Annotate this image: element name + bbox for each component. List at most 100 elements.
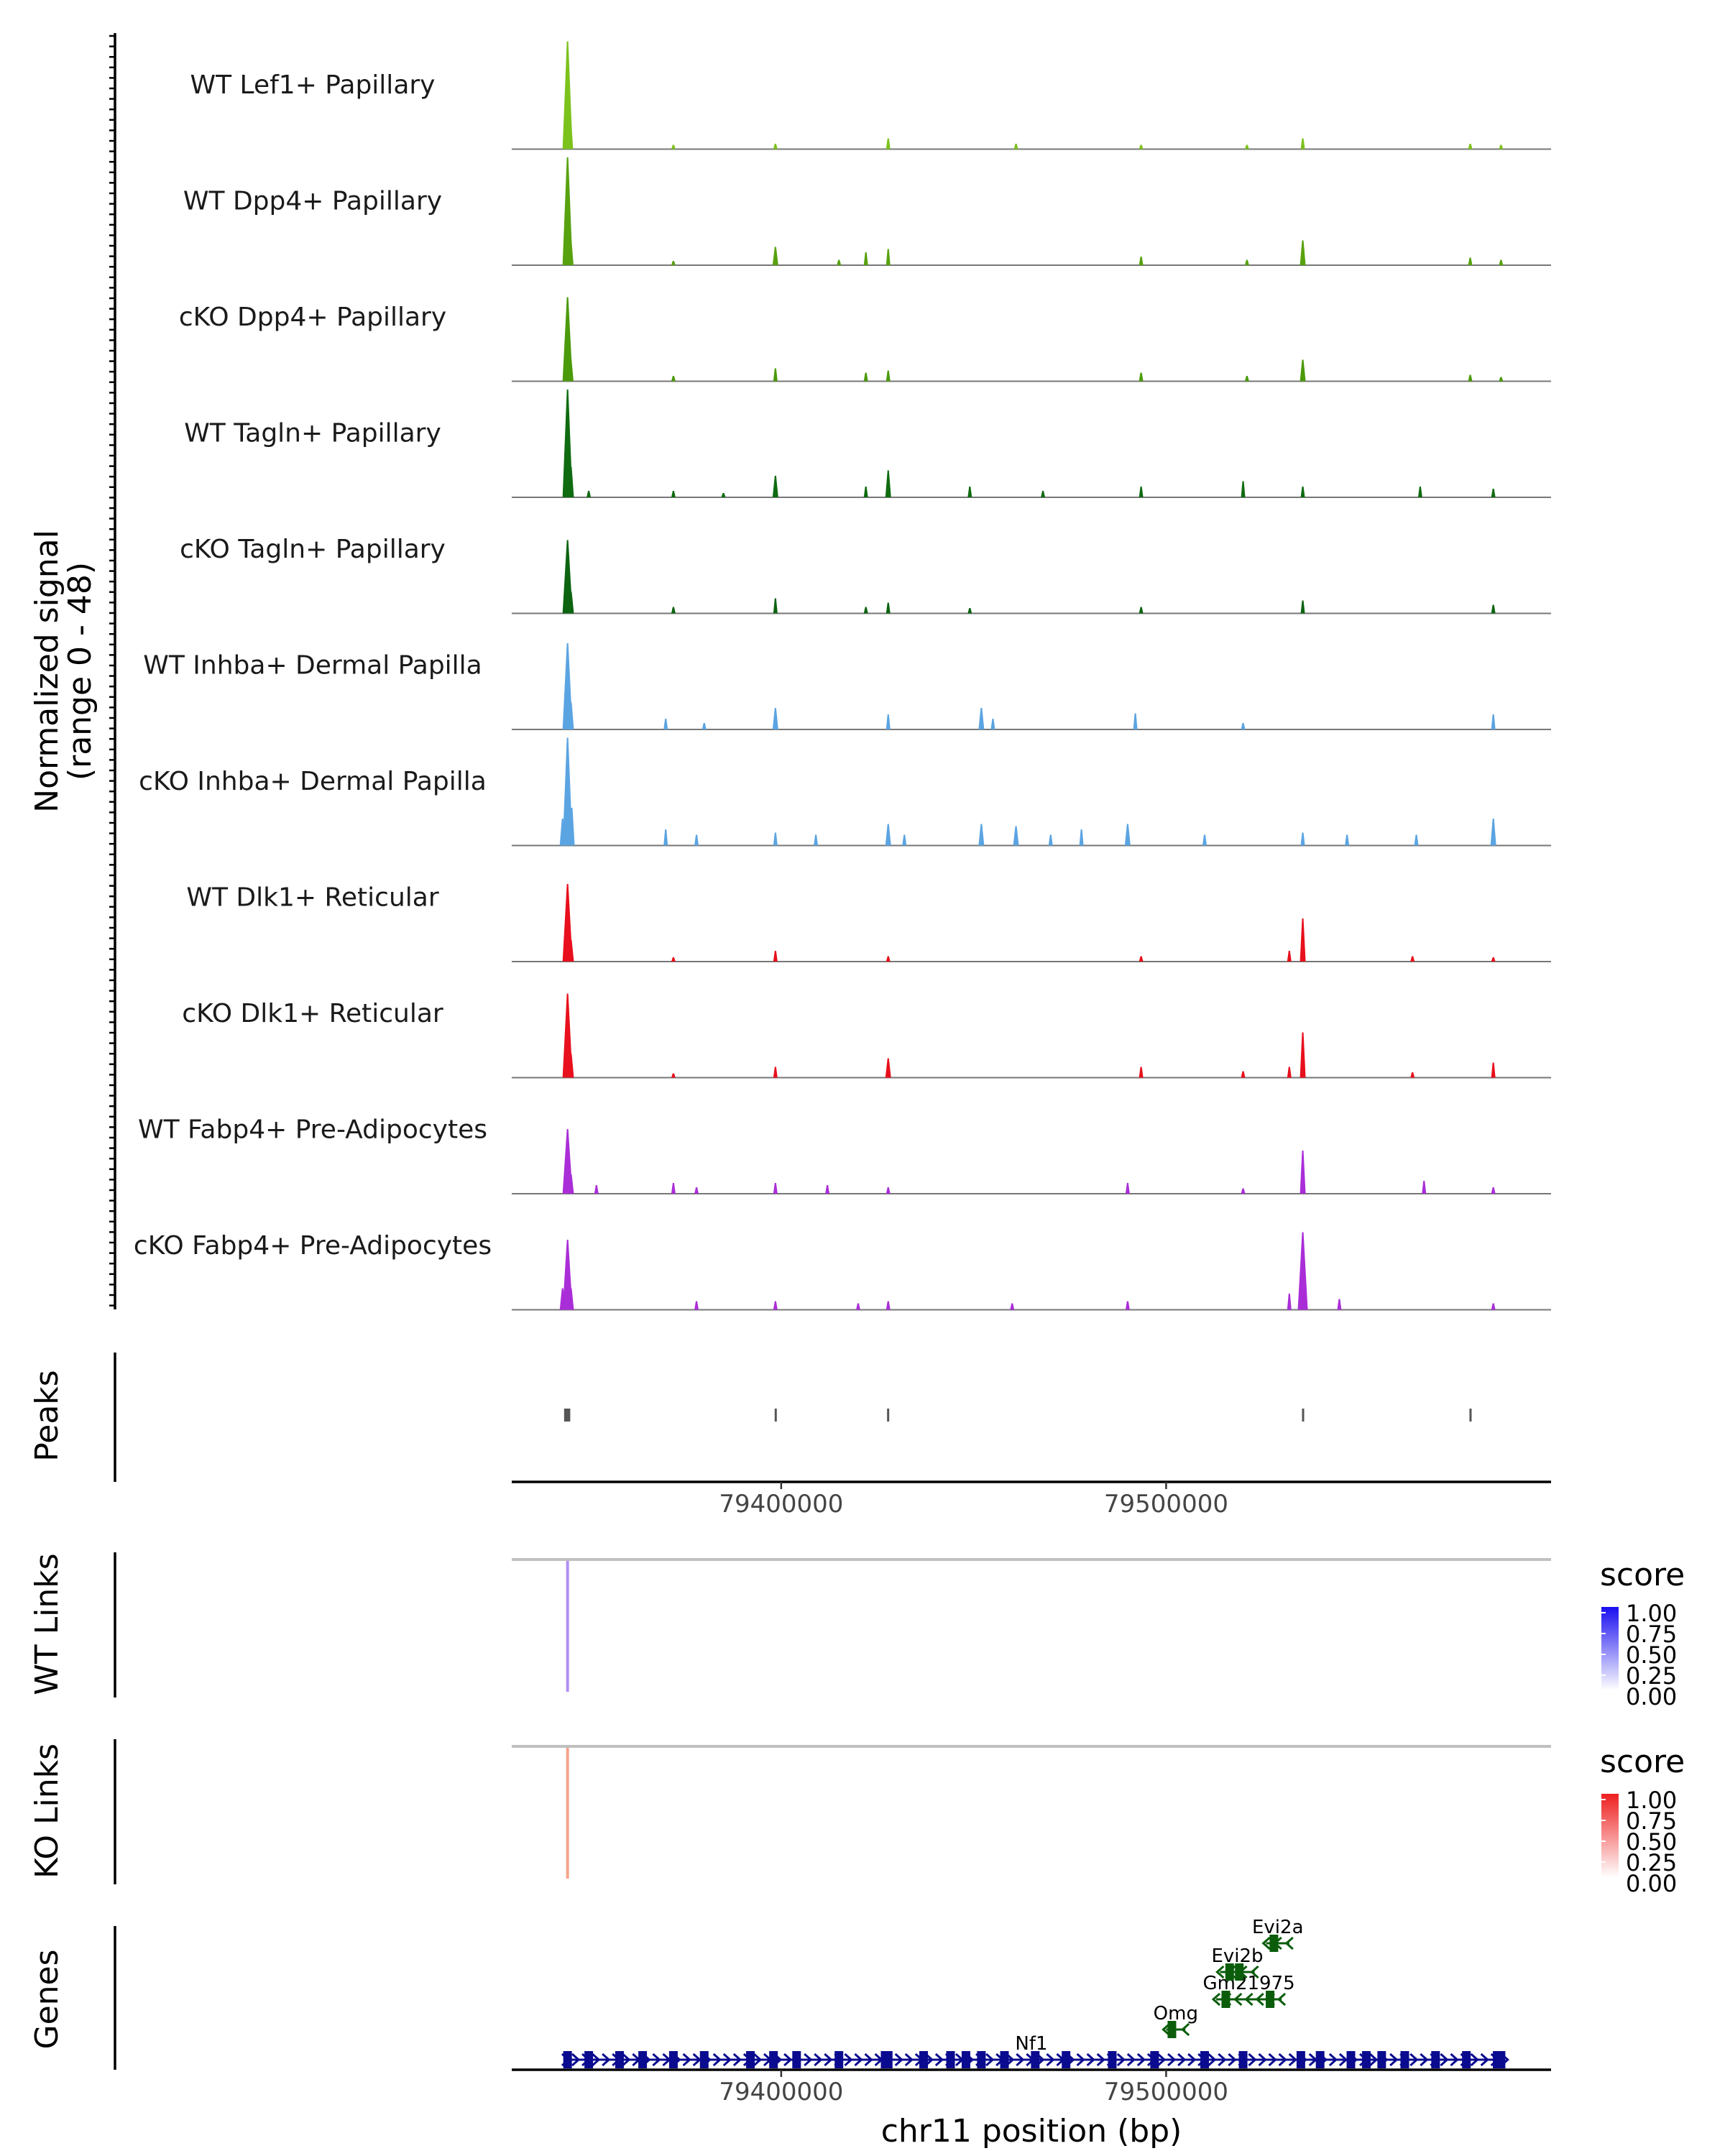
gene-exon [1235, 1963, 1244, 1981]
peaks-x-tick-label: 79500000 [1104, 1490, 1228, 1519]
gene-exon [1062, 2051, 1071, 2068]
coverage-peak [568, 1174, 574, 1194]
gene-model: Nf1 [561, 2033, 1509, 2068]
coverage-peak [559, 819, 566, 846]
coverage-peak [1345, 834, 1350, 846]
wt-legend-ticks: 1.000.750.500.250.00 [1601, 1600, 1677, 1710]
coverage-track: WT Dpp4+ Papillary [183, 157, 1551, 266]
gene-exon [769, 2051, 778, 2068]
coverage-peak [886, 1301, 891, 1310]
coverage-peak [1138, 372, 1144, 382]
gene-strand-arrow [722, 2053, 732, 2067]
coverage-peak [856, 1303, 860, 1310]
coverage-track-label: cKO Dlk1+ Reticular [182, 999, 443, 1028]
coverage-peak [1138, 257, 1144, 265]
wt-links-panel: WT Links score 1.000.750.500.250.00 [29, 1552, 1685, 1710]
gene-strand-arrow [1136, 2053, 1146, 2067]
coverage-peak [1138, 144, 1144, 149]
gene-exon [919, 2051, 929, 2068]
gene-strand-arrow [1211, 1992, 1221, 2007]
coverage-peak [694, 1187, 699, 1194]
coverage-track: WT Inhba+ Dermal Papilla [143, 643, 1551, 730]
coverage-peak [568, 1054, 574, 1078]
gene-exon [668, 2051, 678, 2068]
genes-x-ticks: 79400000 79500000 [719, 2070, 1228, 2106]
coverage-peak [1287, 951, 1292, 962]
gene-strand-arrow [1258, 2053, 1267, 2067]
gene-strand-arrow [622, 2053, 631, 2067]
gene-exon [1431, 2051, 1440, 2068]
coverage-peak [825, 1185, 830, 1194]
coverage-peak [1079, 829, 1084, 846]
coverage-peak [1491, 1187, 1496, 1194]
coverage-peak [1300, 138, 1305, 149]
coverage-peak [1287, 1067, 1292, 1078]
wt-links-label: WT Links [29, 1553, 65, 1695]
gene-label: Evi2b [1211, 1945, 1263, 1967]
genes-x-tick-label: 79500000 [1104, 2078, 1228, 2106]
coverage-peak [721, 493, 726, 497]
gene-strand-arrow [985, 2053, 995, 2067]
coverage-peak [1138, 607, 1144, 614]
coverage-track-label: WT Fabp4+ Pre-Adipocytes [138, 1115, 487, 1145]
coverage-peak [886, 138, 891, 149]
gene-strand-arrow [1288, 2053, 1297, 2067]
coverage-peak [885, 824, 891, 846]
gene-strand-arrow [1409, 2053, 1419, 2067]
wt-legend-colorbar [1601, 1607, 1619, 1690]
peaks-x-ticks: 79400000 79500000 [719, 1482, 1228, 1519]
gene-strand-arrow [1255, 1992, 1264, 2007]
gene-model: Evi2b [1211, 1945, 1264, 1981]
gene-exon [1377, 2051, 1386, 2068]
coverage-peak [1138, 1067, 1144, 1078]
gene-strand-arrow [692, 2053, 702, 2067]
ko-links-label: KO Links [29, 1743, 65, 1879]
gene-strand-arrow [1180, 2022, 1190, 2037]
gene-strand-arrow [1086, 2053, 1095, 2067]
gene-strand-arrow [1450, 2053, 1459, 2067]
coverage-peak [1300, 600, 1305, 614]
gene-exon [1496, 2051, 1506, 2068]
gene-label: Gm21975 [1202, 1973, 1294, 1994]
coverage-peak [1048, 834, 1053, 846]
gene-strand-arrow [814, 2053, 823, 2067]
coverage-peak [886, 249, 891, 265]
coverage-peak [694, 834, 699, 846]
gene-model: Evi2a [1252, 1917, 1304, 1952]
gene-strand-arrow [1440, 2053, 1449, 2067]
gene-exon [1315, 2051, 1325, 2068]
gene-strand-arrow [1328, 2053, 1338, 2067]
gene-strand-arrow [1278, 2053, 1287, 2067]
gene-exon [1269, 1935, 1279, 1952]
gene-exon [1000, 2051, 1009, 2068]
peak-region [1469, 1409, 1472, 1422]
coverage-peak [1244, 259, 1249, 265]
legend-tick-label: 0.50 [1626, 1641, 1677, 1669]
gene-strand-arrow [571, 2053, 581, 2067]
gene-exon [1266, 1991, 1275, 2008]
coverage-peak [1300, 832, 1305, 846]
gene-strand-arrow [1268, 2053, 1277, 2067]
coverage-peak [1491, 1062, 1496, 1078]
gene-strand-arrow [844, 2053, 853, 2067]
gene-exon [563, 2051, 572, 2068]
gene-exon [1346, 2051, 1356, 2068]
coverage-peak [671, 376, 676, 382]
coverage-peak [1013, 144, 1018, 149]
gene-strand-arrow [1338, 2053, 1348, 2067]
coverage-peak [1241, 481, 1246, 497]
coverage-peak [567, 357, 574, 382]
gene-strand-arrow [1480, 2053, 1489, 2067]
coverage-peak [663, 829, 668, 846]
legend-tick-label: 0.75 [1626, 1807, 1677, 1835]
gene-strand-arrow [1420, 2053, 1429, 2067]
coverage-peak [863, 252, 868, 265]
legend-tick-label: 0.25 [1626, 1662, 1677, 1690]
ko-legend-ticks: 1.000.750.500.250.00 [1601, 1787, 1677, 1897]
coverage-panel: Normalized signal (range 0 - 48) WT Lef1… [29, 33, 1551, 1311]
gene-exon [1238, 2051, 1248, 2068]
coverage-peak [671, 144, 676, 149]
coverage-tracks: WT Lef1+ Papillary WT Dpp4+ Papillary cKO … [134, 41, 1551, 1311]
coverage-peak [1300, 1032, 1306, 1078]
